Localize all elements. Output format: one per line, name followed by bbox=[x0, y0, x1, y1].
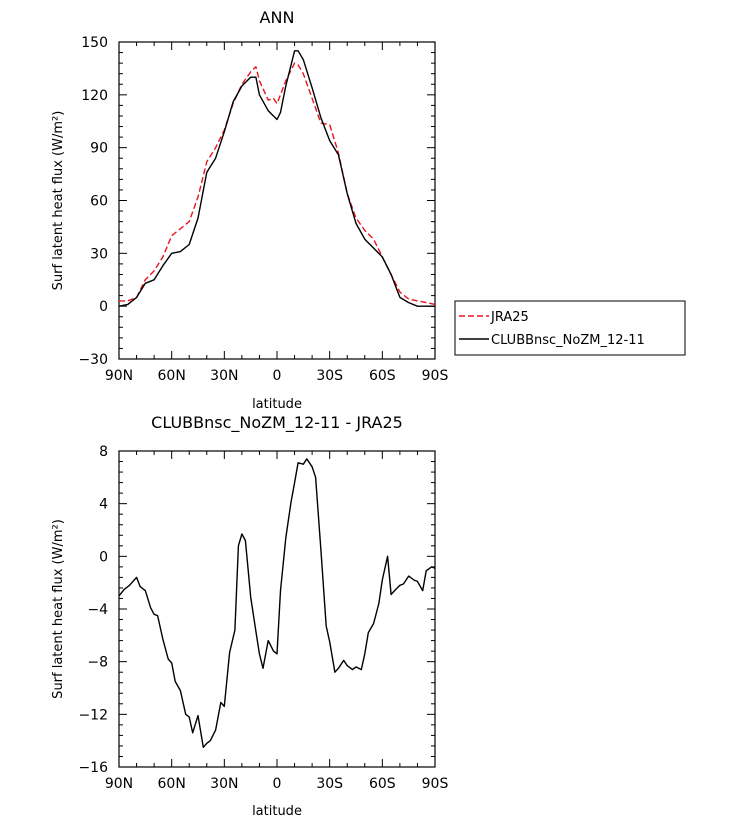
y-tick-label: 30 bbox=[90, 246, 108, 262]
x-tick-label: 0 bbox=[273, 776, 282, 792]
plot-frame bbox=[118, 41, 436, 360]
y-tick-label: 8 bbox=[99, 444, 108, 460]
series-line-1 bbox=[119, 62, 436, 306]
x-tick-label: 30N bbox=[210, 776, 238, 792]
series-line-2 bbox=[118, 50, 435, 307]
panel-1 bbox=[118, 41, 686, 360]
y-tick-label: 0 bbox=[99, 299, 108, 315]
legend-box bbox=[454, 300, 686, 356]
y-tick-label: 0 bbox=[99, 549, 108, 565]
y-tick-label: 120 bbox=[81, 88, 108, 104]
x-tick-label: 30S bbox=[316, 776, 343, 792]
x-tick-label: 30N bbox=[210, 368, 238, 384]
chart-title: CLUBBnsc_NoZM_12-11 - JRA25 bbox=[151, 413, 403, 433]
y-axis-label: Surf latent heat flux (W/m²) bbox=[51, 519, 66, 699]
x-axis-label: latitude bbox=[252, 804, 302, 819]
x-tick-label: 90N bbox=[105, 776, 133, 792]
x-axis-label: latitude bbox=[252, 397, 302, 412]
legend-label: CLUBBnsc_NoZM_12-11 bbox=[491, 333, 645, 348]
legend-label: JRA25 bbox=[490, 310, 529, 325]
y-tick-label: −16 bbox=[78, 760, 108, 776]
series-line-1 bbox=[118, 458, 436, 748]
y-tick-label: −30 bbox=[78, 352, 108, 368]
x-tick-label: 90N bbox=[105, 368, 133, 384]
panel-2 bbox=[118, 450, 436, 768]
x-tick-label: 60N bbox=[158, 368, 186, 384]
x-tick-label: 90S bbox=[422, 776, 449, 792]
x-tick-label: 60S bbox=[369, 776, 396, 792]
y-tick-label: −8 bbox=[87, 655, 108, 671]
y-tick-label: 4 bbox=[99, 497, 108, 513]
x-tick-label: 0 bbox=[273, 368, 282, 384]
x-tick-label: 60N bbox=[158, 776, 186, 792]
y-tick-label: 150 bbox=[81, 35, 108, 51]
y-tick-label: 90 bbox=[90, 141, 108, 157]
y-axis-label: Surf latent heat flux (W/m²) bbox=[51, 111, 66, 291]
y-tick-label: 60 bbox=[90, 194, 108, 210]
x-tick-label: 30S bbox=[316, 368, 343, 384]
plot-frame bbox=[118, 450, 436, 768]
x-tick-label: 90S bbox=[422, 368, 449, 384]
y-tick-label: −4 bbox=[87, 602, 108, 618]
x-tick-label: 60S bbox=[369, 368, 396, 384]
y-tick-label: −12 bbox=[78, 707, 108, 723]
chart-title: ANN bbox=[260, 8, 295, 27]
